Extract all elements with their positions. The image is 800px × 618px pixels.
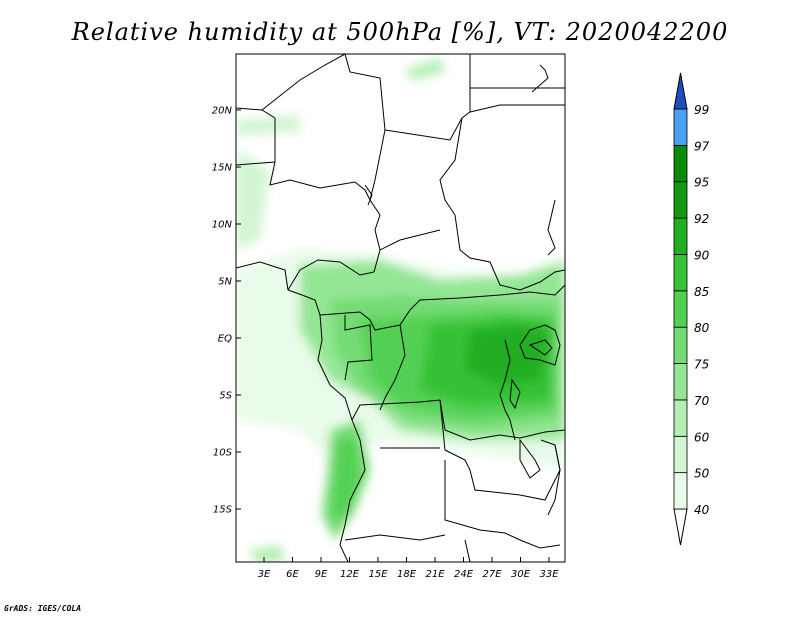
colorbar-label: 99 (694, 103, 709, 117)
colorbar-label: 75 (694, 358, 709, 372)
colorbar-segment (673, 435, 688, 474)
colorbar-label: 80 (694, 321, 710, 335)
lon-label: 6E (286, 569, 299, 580)
colorbar-segment (673, 399, 688, 437)
lat-label: 15N (212, 163, 233, 174)
colorbar-label: 90 (694, 248, 710, 262)
colorbar-lower-arrow (673, 508, 688, 546)
lon-label: 24E (454, 569, 474, 580)
colorbar-label: 92 (694, 212, 709, 226)
colorbar-segment (673, 363, 688, 401)
lon-label: 33E (539, 569, 559, 580)
lon-label: 9E (315, 569, 328, 580)
lon-label: 15E (368, 569, 388, 580)
lon-label: 18E (397, 569, 417, 580)
colorbar-segment (673, 326, 688, 364)
lon-label: 21E (425, 569, 445, 580)
map-frame (235, 53, 566, 563)
lon-label: 30E (511, 569, 531, 580)
country-borders (236, 54, 565, 562)
lat-label: 15S (213, 505, 233, 516)
colorbar-label: 85 (694, 285, 709, 299)
colorbar-upper-arrow (673, 72, 688, 110)
colorbar-label: 40 (694, 503, 710, 517)
lon-label: 12E (340, 569, 360, 580)
colorbar-label: 95 (694, 176, 709, 190)
colorbar-segment (673, 254, 688, 292)
lat-label: 10S (213, 448, 233, 459)
lat-label: 5N (218, 277, 232, 288)
credit-label: GrADS: IGES/COLA (4, 604, 82, 613)
lon-label: 3E (258, 569, 271, 580)
colorbar-segment (673, 472, 688, 510)
lat-label: EQ (218, 334, 232, 345)
colorbar-segment (673, 181, 688, 219)
humidity-field (236, 58, 565, 562)
colorbar-segment (673, 290, 688, 328)
latitude-axis: 20N 15N 10N 5N EQ 5S 10S 15S (212, 106, 241, 516)
colorbar-segment (673, 144, 688, 183)
chart-title: Relative humidity at 500hPa [%], VT: 202… (71, 18, 729, 46)
colorbar: 40 50 60 70 75 80 85 90 92 95 97 99 (673, 72, 710, 546)
colorbar-segment (673, 108, 688, 146)
colorbar-label: 60 (694, 430, 710, 444)
lat-label: 10N (212, 220, 233, 231)
colorbar-label: 97 (694, 139, 710, 153)
longitude-axis: 3E 6E 9E 12E 15E 18E 21E 24E 27E 30E 33E (258, 557, 559, 580)
lat-label: 5S (219, 391, 232, 402)
lon-label: 27E (482, 569, 502, 580)
colorbar-label: 50 (694, 467, 710, 481)
colorbar-label: 70 (694, 394, 710, 408)
colorbar-segment (673, 217, 688, 255)
lat-label: 20N (212, 106, 233, 117)
